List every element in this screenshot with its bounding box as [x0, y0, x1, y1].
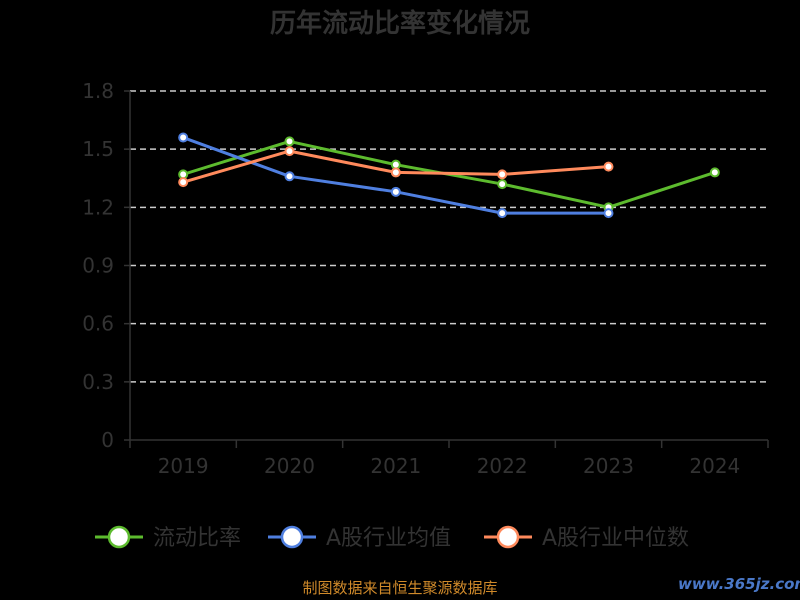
legend-marker	[496, 525, 520, 549]
axes: 0 0.3 0.6 0.9 1.2 1.5 1.8 2019 2020 2021 2022 2023 2…	[82, 79, 769, 478]
data-point	[603, 208, 614, 219]
x-tick-label: 2021	[370, 454, 421, 478]
legend-marker	[280, 525, 304, 549]
legend-label: 流动比率	[153, 526, 241, 551]
x-tick-label: 2023	[583, 454, 634, 478]
data-point	[284, 171, 295, 182]
legend: 流动比率 A股行业均值 A股行业中位数	[95, 525, 689, 551]
data-point	[284, 136, 295, 147]
data-point	[497, 208, 508, 219]
x-tick-label: 2019	[158, 454, 209, 478]
y-tick-label: 0	[101, 428, 114, 452]
data-point	[178, 132, 189, 143]
legend-item-0: 流动比率	[95, 525, 241, 551]
chart-title: 历年流动比率变化情况	[270, 8, 530, 39]
data-point	[390, 186, 401, 197]
data-source-note: 制图数据来自恒生聚源数据库	[302, 579, 498, 597]
data-point	[284, 146, 295, 157]
y-tick-label: 1.5	[82, 137, 114, 161]
y-tick-label: 0.9	[82, 254, 114, 278]
grid-lines	[130, 90, 768, 383]
x-tick-label: 2022	[477, 454, 528, 478]
legend-item-1: A股行业均值	[268, 525, 451, 551]
data-point	[497, 169, 508, 180]
y-tick-label: 0.3	[82, 370, 114, 394]
legend-marker	[107, 525, 131, 549]
series-1	[178, 132, 614, 219]
x-tick-label: 2020	[264, 454, 315, 478]
legend-label: A股行业中位数	[542, 526, 689, 551]
series-2	[178, 146, 614, 188]
data-point	[390, 167, 401, 178]
watermark: www.365jz.com	[678, 575, 800, 593]
x-tick-label: 2024	[689, 454, 740, 478]
data-point	[178, 177, 189, 188]
data-point	[709, 167, 720, 178]
data-point	[497, 179, 508, 190]
legend-label: A股行业均值	[326, 526, 451, 551]
y-tick-label: 1.8	[82, 79, 114, 103]
series-lines	[178, 132, 720, 219]
y-tick-label: 1.2	[82, 195, 114, 219]
data-point	[603, 161, 614, 172]
legend-item-2: A股行业中位数	[484, 525, 689, 551]
y-tick-label: 0.6	[82, 312, 114, 336]
